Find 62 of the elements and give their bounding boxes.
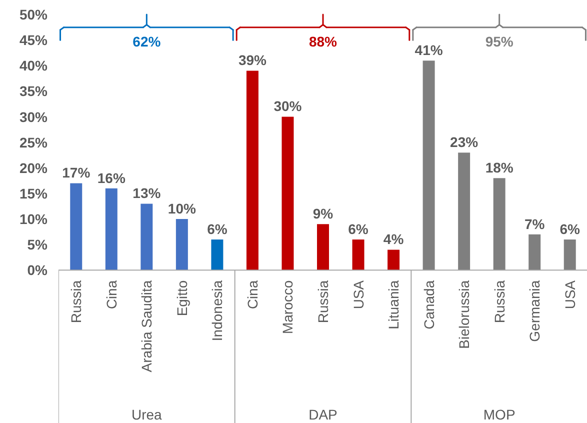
data-label: 16% (97, 170, 126, 186)
data-label: 10% (168, 200, 196, 216)
data-label: 17% (62, 164, 91, 181)
bar (352, 239, 364, 270)
x-tick-label: Russia (315, 280, 331, 324)
data-label: 39% (238, 52, 268, 68)
y-tick-label: 45% (19, 32, 48, 48)
annotation: 62% (132, 34, 162, 50)
bar (493, 178, 506, 270)
text: Urea (131, 406, 162, 423)
bar (70, 183, 82, 270)
data-label: 18% (485, 160, 514, 176)
annotation: 95% (485, 34, 514, 50)
y-tick-label: 35% (19, 83, 48, 100)
data-label: 6% (560, 220, 581, 237)
x-tick-label: Russia (491, 280, 508, 324)
bar (388, 250, 400, 270)
bar (246, 70, 258, 270)
data-label: 6% (348, 220, 369, 237)
data-label: 30% (274, 98, 302, 114)
bar (140, 204, 153, 270)
text: MOP (483, 406, 516, 423)
bar (564, 239, 576, 270)
y-tick-label: 15% (19, 185, 48, 202)
y-tick-label: 5% (27, 236, 48, 253)
y-tick-label: 20% (19, 160, 48, 176)
x-tick-label: Germania (526, 280, 543, 342)
x-tick-label: Canada (420, 280, 437, 330)
x-tick-label: USA (350, 280, 366, 310)
data-label: 41% (414, 42, 444, 58)
x-tick-label: Cina (103, 280, 120, 310)
data-label: 6% (207, 220, 228, 237)
y-tick-label: 0% (27, 262, 48, 278)
x-tick-label: Lituania (386, 280, 402, 330)
x-tick-label: Bielorussia (456, 280, 472, 349)
y-tick-label: 30% (19, 108, 48, 125)
bar (176, 219, 188, 270)
data-label: 4% (383, 231, 404, 248)
x-tick-label: Arabia Saudita (138, 280, 155, 372)
bar (105, 188, 118, 270)
x-tick-label: Marocco (280, 280, 296, 334)
bar (317, 224, 329, 270)
x-tick-label: USA (562, 280, 578, 310)
x-tick-label: Egitto (174, 280, 190, 316)
x-tick-label: Cina (244, 280, 260, 310)
x-tick-label: Indonesia (209, 280, 226, 342)
data-label: 9% (312, 206, 334, 222)
bar (528, 234, 541, 270)
data-label: 7% (524, 216, 546, 232)
bar (422, 60, 435, 270)
y-tick-label: 40% (19, 58, 48, 74)
y-tick-label: 10% (19, 211, 48, 228)
bar (458, 152, 470, 270)
bar (211, 239, 224, 270)
x-tick-label: Russia (68, 280, 84, 324)
data-label: 23% (450, 134, 479, 150)
y-tick-label: 50% (19, 6, 48, 23)
bar (282, 116, 294, 270)
y-tick-label: 25% (19, 134, 48, 150)
text: DAP (308, 406, 338, 423)
data-label: 13% (132, 185, 162, 202)
annotation: 88% (308, 34, 338, 50)
